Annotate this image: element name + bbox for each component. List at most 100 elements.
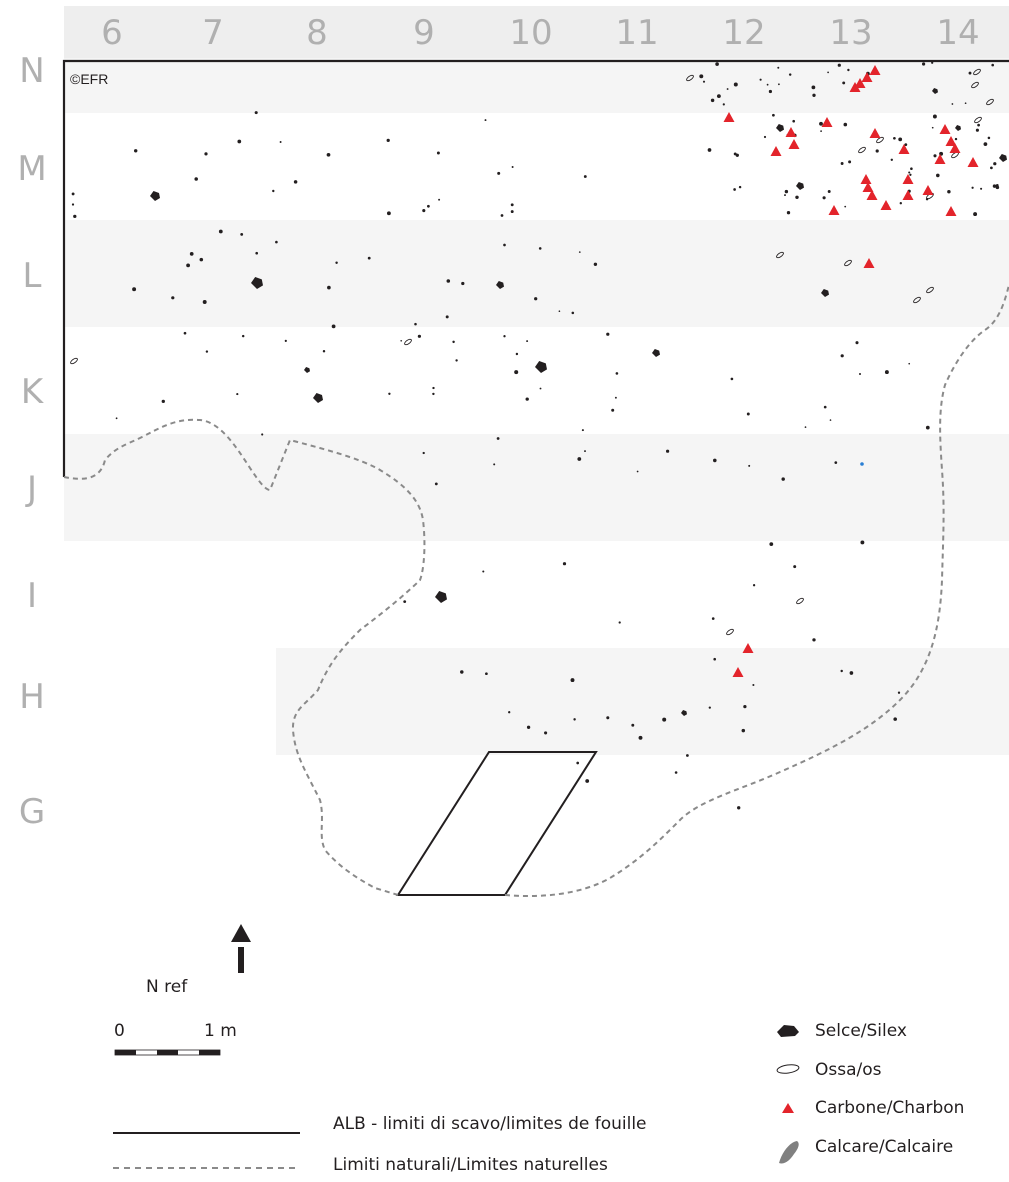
row-label: K	[21, 372, 45, 412]
find-dot	[947, 189, 951, 194]
find-dot	[432, 386, 435, 390]
find-dot	[733, 188, 736, 191]
find-dot	[925, 197, 929, 201]
find-dot	[786, 211, 791, 215]
find-dot	[496, 437, 500, 440]
scale-bar-segment	[199, 1050, 220, 1055]
column-label: 8	[306, 13, 328, 53]
find-dot	[327, 285, 331, 290]
find-dot	[460, 670, 464, 674]
find-dot	[977, 123, 980, 127]
find-dot	[708, 706, 711, 709]
bone-mark	[974, 116, 982, 124]
flint-mark	[652, 349, 660, 357]
find-dot	[931, 126, 934, 129]
flint-scatter	[150, 88, 1007, 716]
find-dot	[991, 63, 994, 67]
find-dot	[713, 458, 717, 463]
find-dot	[544, 731, 548, 735]
find-dot	[823, 405, 827, 409]
find-dot	[189, 252, 194, 256]
find-dot	[386, 138, 390, 143]
column-label: 13	[829, 13, 872, 53]
find-dot	[897, 691, 901, 694]
flint-icon	[777, 1025, 799, 1037]
find-dot	[726, 88, 729, 90]
small-find-scatter	[71, 61, 1000, 810]
find-dot	[778, 83, 780, 86]
find-dot	[508, 711, 511, 714]
find-dot	[493, 463, 496, 466]
find-dot	[847, 68, 850, 72]
find-dot	[335, 261, 338, 265]
find-dot	[497, 171, 501, 175]
find-dot	[452, 340, 455, 344]
find-dot	[781, 477, 785, 481]
row-band-l	[64, 220, 1009, 327]
legend-bone-label: Ossa/os	[815, 1060, 882, 1080]
find-dot	[748, 464, 751, 467]
find-dot	[666, 449, 670, 453]
find-dot	[840, 669, 843, 673]
find-dot	[236, 393, 239, 396]
find-dot	[811, 85, 816, 90]
find-dot	[820, 130, 822, 132]
find-dot	[980, 187, 983, 190]
bone-mark	[858, 146, 866, 154]
find-dot	[893, 136, 896, 140]
find-dot	[715, 62, 719, 66]
find-dot	[932, 114, 937, 119]
find-dot	[769, 542, 774, 546]
bone-mark	[404, 338, 412, 346]
charcoal-mark	[967, 157, 979, 167]
find-dot	[741, 728, 746, 733]
find-dot	[525, 397, 529, 401]
column-label: 11	[615, 13, 658, 53]
find-dot	[827, 190, 831, 193]
flint-mark	[796, 182, 804, 190]
charcoal-mark	[869, 65, 881, 75]
north-arrow-head	[231, 924, 251, 942]
charcoal-mark	[922, 185, 934, 195]
row-label: N	[19, 51, 44, 91]
find-dot	[843, 122, 848, 127]
find-dot	[702, 80, 706, 83]
row-label: L	[23, 256, 42, 296]
find-dot	[819, 121, 823, 126]
column-labels: 6 7 8 9 10 11 12 13 14	[101, 13, 979, 53]
charcoal-mark	[945, 206, 957, 216]
find-dot	[638, 735, 643, 740]
find-dot	[558, 310, 561, 313]
find-dot	[503, 243, 506, 247]
find-dot	[388, 392, 391, 395]
excavation-limit-trench	[396, 751, 598, 896]
charcoal-mark	[902, 174, 914, 184]
find-dot	[331, 324, 336, 329]
excavation-limit-line	[62, 59, 1009, 477]
north-arrow	[231, 924, 251, 973]
find-dot	[485, 672, 488, 676]
find-dot	[975, 128, 979, 132]
find-dot	[446, 279, 451, 283]
charcoal-mark	[723, 112, 735, 122]
find-dot	[908, 362, 911, 365]
find-dot	[827, 71, 829, 74]
find-dot	[571, 311, 575, 315]
find-dot	[844, 205, 847, 208]
find-dot	[884, 370, 889, 375]
find-dot	[922, 62, 926, 66]
flint-mark	[304, 367, 310, 373]
column-label: 9	[413, 13, 435, 53]
flint-mark	[535, 361, 547, 373]
find-dot	[593, 262, 598, 266]
symbol-legend: Selce/Silex Ossa/os Carbone/Charbon Calc…	[776, 1021, 964, 1164]
find-dot	[936, 173, 940, 178]
find-dot	[510, 203, 514, 207]
column-header-band	[64, 6, 1009, 58]
charcoal-mark	[880, 200, 892, 210]
bone-mark	[971, 81, 979, 89]
find-dot	[199, 257, 204, 262]
find-dot	[615, 372, 619, 375]
find-dot	[971, 186, 974, 189]
charcoal-mark	[788, 139, 800, 149]
